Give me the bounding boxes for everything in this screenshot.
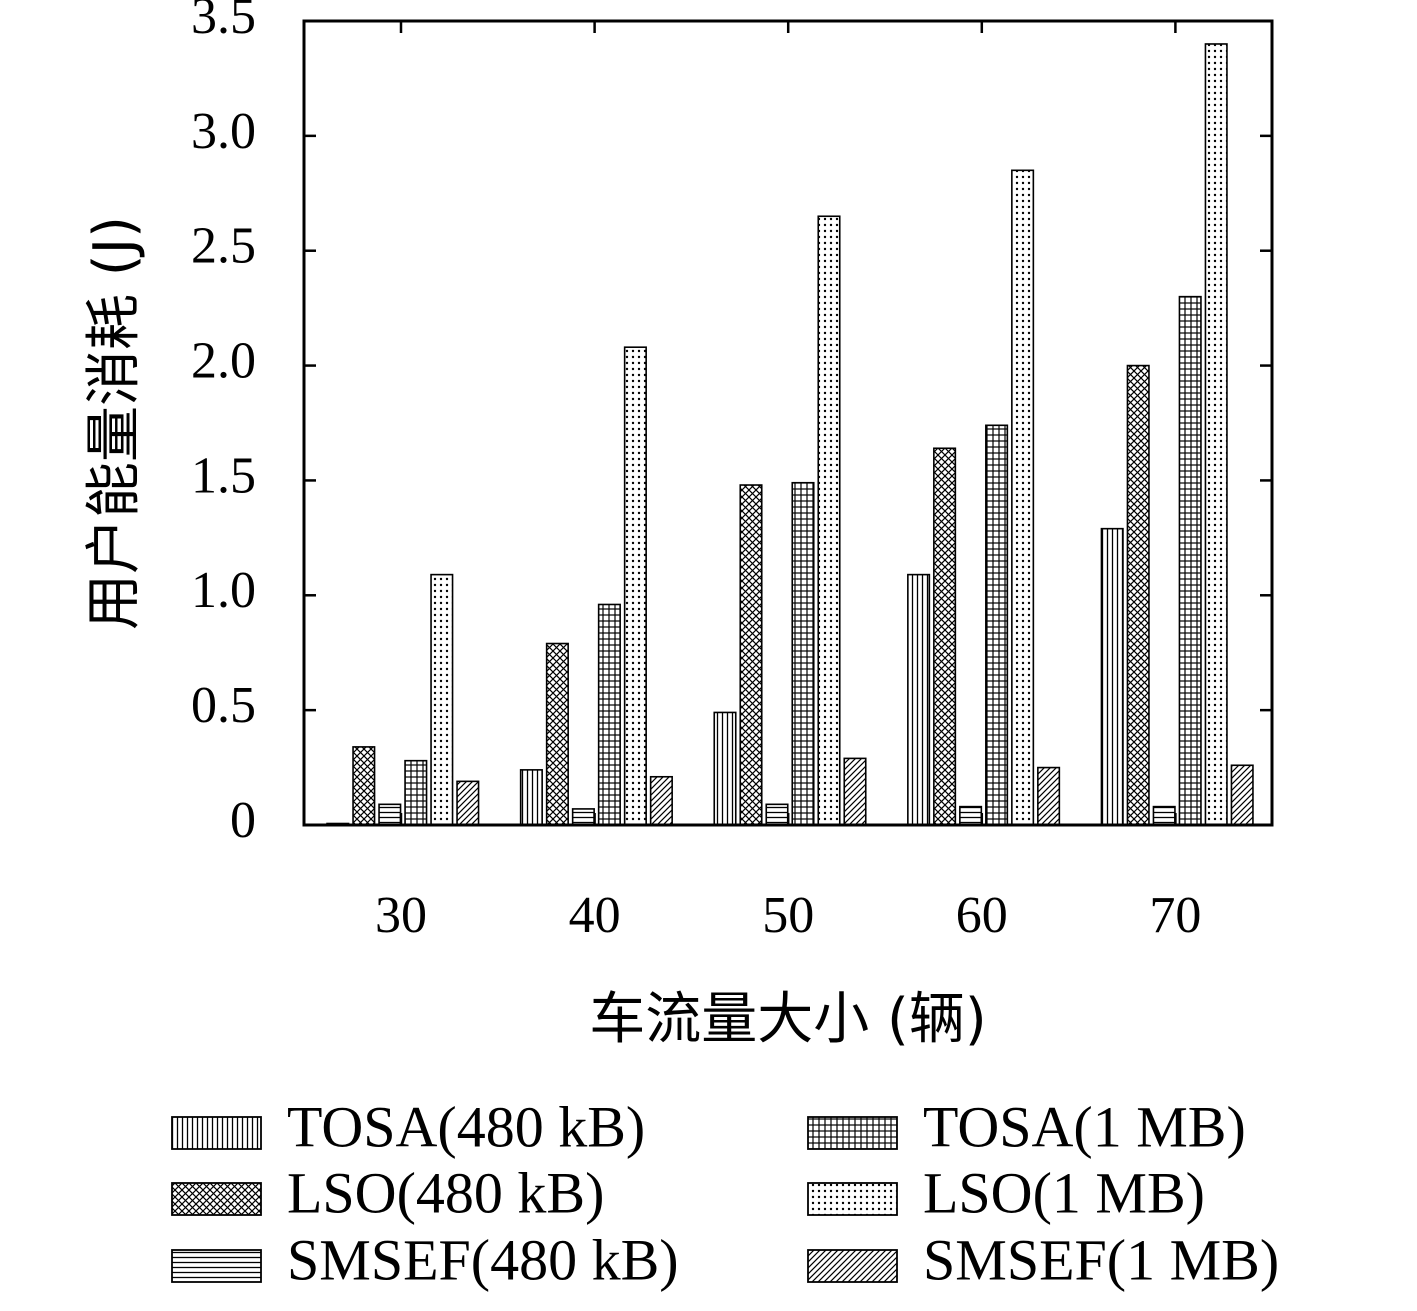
x-tick-label: 50	[762, 887, 814, 944]
y-tick-label: 2.0	[191, 333, 256, 390]
bar-4-0	[430, 573, 454, 826]
bar-2-2	[765, 803, 789, 826]
legend-label-4: LSO(1 MB)	[923, 1160, 1205, 1225]
bar-3-1	[597, 603, 621, 826]
y-tick-label: 1.0	[191, 562, 256, 619]
legend-label-3: TOSA(1 MB)	[923, 1094, 1246, 1159]
bar-5-2	[843, 757, 867, 826]
bar-2-1	[571, 808, 595, 826]
legend-swatch-3	[807, 1116, 898, 1150]
x-tick-label: 30	[375, 887, 427, 944]
legend-swatch-5	[807, 1249, 898, 1283]
x-tick-label: 60	[956, 887, 1008, 944]
bar-1-4	[1126, 364, 1150, 826]
bar-2-4	[1152, 805, 1176, 826]
legend-label-0: TOSA(480 kB)	[287, 1094, 645, 1159]
bar-4-4	[1204, 43, 1228, 826]
x-tick-label: 70	[1149, 887, 1201, 944]
y-axis-ticks: 0 0.5 1.0 1.5 2.0 2.5 3.0 3.5	[191, 0, 1272, 849]
bar-0-3	[907, 573, 931, 826]
x-axis-title: 车流量大小 (辆)	[589, 987, 987, 1052]
y-tick-label: 3.5	[191, 0, 256, 45]
legend-label-5: SMSEF(1 MB)	[923, 1227, 1279, 1292]
y-tick-label: 0	[230, 792, 256, 849]
legend: TOSA(480 kB)LSO(480 kB)SMSEF(480 kB) TOSA…	[171, 1094, 1279, 1292]
bar-4-2	[817, 215, 841, 826]
legend-label-2: SMSEF(480 kB)	[287, 1227, 679, 1292]
bar-3-3	[985, 424, 1009, 826]
y-tick-label: 0.5	[191, 677, 256, 734]
bar-5-0	[456, 780, 480, 826]
plot-frame	[302, 19, 1274, 827]
x-axis-ticks: 30 40 50 60 70	[375, 21, 1201, 944]
bar-4-1	[623, 346, 647, 826]
bar-0-2	[713, 711, 737, 826]
bar-1-2	[739, 484, 763, 826]
bars-layer	[326, 43, 1254, 826]
bar-5-3	[1037, 766, 1061, 826]
bar-0-1	[519, 769, 543, 826]
y-tick-label: 1.5	[191, 447, 256, 504]
x-tick-label: 40	[569, 887, 621, 944]
bar-1-3	[933, 447, 957, 826]
bar-3-4	[1178, 295, 1202, 826]
bar-1-1	[545, 642, 569, 826]
bar-1-0	[352, 746, 376, 826]
bar-3-2	[791, 481, 815, 826]
y-axis-title: 用户能量消耗 (J)	[82, 216, 147, 630]
legend-label-1: LSO(480 kB)	[287, 1160, 604, 1225]
legend-swatch-4	[807, 1182, 898, 1216]
bar-4-3	[1011, 169, 1035, 826]
legend-swatch-1	[171, 1182, 262, 1216]
legend-swatch-0	[171, 1116, 262, 1150]
bar-5-1	[649, 775, 673, 826]
y-tick-label: 3.0	[191, 103, 256, 160]
bar-0-4	[1100, 527, 1124, 826]
bar-5-4	[1230, 764, 1254, 826]
y-tick-label: 2.5	[191, 218, 256, 275]
bar-3-0	[404, 759, 428, 826]
legend-swatch-2	[171, 1249, 262, 1283]
bar-2-3	[959, 805, 983, 826]
bar-2-0	[378, 803, 402, 826]
